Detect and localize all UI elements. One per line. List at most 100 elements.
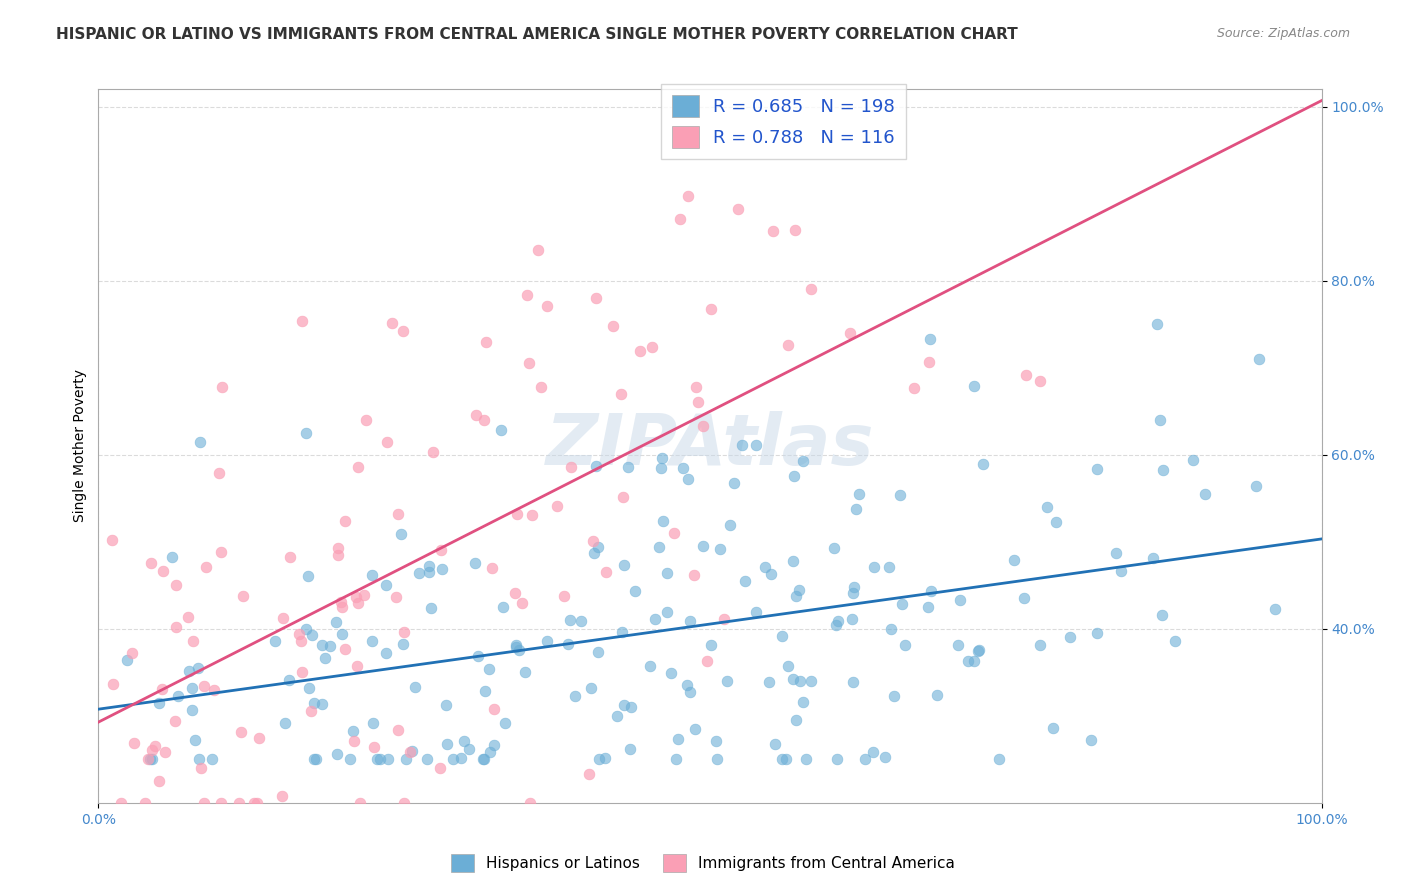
Hispanics or Latinos <box>294 426 316 441</box>
Immigrants from Central America <box>903 381 925 395</box>
Immigrants from Central America <box>553 589 575 603</box>
Immigrants from Central America <box>800 282 823 296</box>
Hispanics or Latinos <box>582 546 605 560</box>
Hispanics or Latinos <box>606 709 628 723</box>
Immigrants from Central America <box>195 559 218 574</box>
Immigrants from Central America <box>630 343 652 358</box>
Immigrants from Central America <box>578 767 600 781</box>
Hispanics or Latinos <box>665 752 688 766</box>
Hispanics or Latinos <box>314 650 336 665</box>
Hispanics or Latinos <box>513 665 536 679</box>
Hispanics or Latinos <box>704 734 727 748</box>
Immigrants from Central America <box>228 796 250 810</box>
Hispanics or Latinos <box>1042 721 1064 735</box>
Immigrants from Central America <box>387 507 409 521</box>
Hispanics or Latinos <box>782 672 804 686</box>
Immigrants from Central America <box>363 739 385 754</box>
Hispanics or Latinos <box>776 658 799 673</box>
Hispanics or Latinos <box>967 643 990 657</box>
Immigrants from Central America <box>326 541 349 556</box>
Hispanics or Latinos <box>472 752 495 766</box>
Hispanics or Latinos <box>1142 551 1164 566</box>
Hispanics or Latinos <box>478 662 501 676</box>
Hispanics or Latinos <box>505 640 527 655</box>
Immigrants from Central America <box>682 567 704 582</box>
Immigrants from Central America <box>522 508 544 522</box>
Hispanics or Latinos <box>302 696 325 710</box>
Immigrants from Central America <box>429 761 451 775</box>
Hispanics or Latinos <box>200 752 222 766</box>
Immigrants from Central America <box>392 625 415 640</box>
Hispanics or Latinos <box>1146 317 1168 331</box>
Hispanics or Latinos <box>772 752 794 766</box>
Immigrants from Central America <box>202 682 225 697</box>
Immigrants from Central America <box>330 600 353 615</box>
Hispanics or Latinos <box>648 541 671 555</box>
Hispanics or Latinos <box>848 487 870 501</box>
Hispanics or Latinos <box>472 752 495 766</box>
Hispanics or Latinos <box>754 560 776 574</box>
Hispanics or Latinos <box>181 703 204 717</box>
Immigrants from Central America <box>422 444 444 458</box>
Hispanics or Latinos <box>187 661 209 675</box>
Hispanics or Latinos <box>946 638 969 652</box>
Hispanics or Latinos <box>617 460 640 475</box>
Hispanics or Latinos <box>167 689 190 703</box>
Hispanics or Latinos <box>177 664 200 678</box>
Hispanics or Latinos <box>841 612 863 626</box>
Hispanics or Latinos <box>441 752 464 766</box>
Immigrants from Central America <box>153 745 176 759</box>
Immigrants from Central America <box>585 291 607 305</box>
Hispanics or Latinos <box>569 615 592 629</box>
Immigrants from Central America <box>676 189 699 203</box>
Immigrants from Central America <box>430 543 453 558</box>
Hispanics or Latinos <box>683 723 706 737</box>
Hispanics or Latinos <box>420 601 443 615</box>
Hispanics or Latinos <box>489 423 512 437</box>
Hispanics or Latinos <box>377 752 399 766</box>
Hispanics or Latinos <box>763 738 786 752</box>
Hispanics or Latinos <box>744 605 766 619</box>
Immigrants from Central America <box>141 742 163 756</box>
Hispanics or Latinos <box>623 583 645 598</box>
Hispanics or Latinos <box>957 654 980 668</box>
Hispanics or Latinos <box>1029 638 1052 652</box>
Hispanics or Latinos <box>368 752 391 766</box>
Immigrants from Central America <box>387 723 409 737</box>
Hispanics or Latinos <box>325 615 347 629</box>
Hispanics or Latinos <box>893 638 915 652</box>
Hispanics or Latinos <box>418 565 440 579</box>
Immigrants from Central America <box>398 745 420 759</box>
Hispanics or Latinos <box>505 638 527 652</box>
Immigrants from Central America <box>385 591 408 605</box>
Immigrants from Central America <box>392 796 415 810</box>
Immigrants from Central America <box>122 736 145 750</box>
Immigrants from Central America <box>330 595 353 609</box>
Hispanics or Latinos <box>718 518 741 533</box>
Hispanics or Latinos <box>853 752 876 766</box>
Hispanics or Latinos <box>659 665 682 680</box>
Hispanics or Latinos <box>115 653 138 667</box>
Hispanics or Latinos <box>841 586 863 600</box>
Immigrants from Central America <box>713 612 735 626</box>
Immigrants from Central America <box>727 202 749 217</box>
Hispanics or Latinos <box>508 642 530 657</box>
Immigrants from Central America <box>247 731 270 745</box>
Hispanics or Latinos <box>782 554 804 568</box>
Immigrants from Central America <box>510 596 533 610</box>
Hispanics or Latinos <box>474 684 496 698</box>
Hispanics or Latinos <box>651 514 673 528</box>
Immigrants from Central America <box>346 659 368 673</box>
Hispanics or Latinos <box>734 574 756 588</box>
Hispanics or Latinos <box>330 627 353 641</box>
Text: HISPANIC OR LATINO VS IMMIGRANTS FROM CENTRAL AMERICA SINGLE MOTHER POVERTY CORR: HISPANIC OR LATINO VS IMMIGRANTS FROM CE… <box>56 27 1018 42</box>
Hispanics or Latinos <box>716 673 738 688</box>
Hispanics or Latinos <box>1164 633 1187 648</box>
Immigrants from Central America <box>662 526 685 541</box>
Immigrants from Central America <box>333 642 356 657</box>
Immigrants from Central America <box>1015 368 1038 382</box>
Immigrants from Central America <box>193 680 215 694</box>
Immigrants from Central America <box>482 702 505 716</box>
Immigrants from Central America <box>342 733 364 747</box>
Immigrants from Central America <box>181 633 204 648</box>
